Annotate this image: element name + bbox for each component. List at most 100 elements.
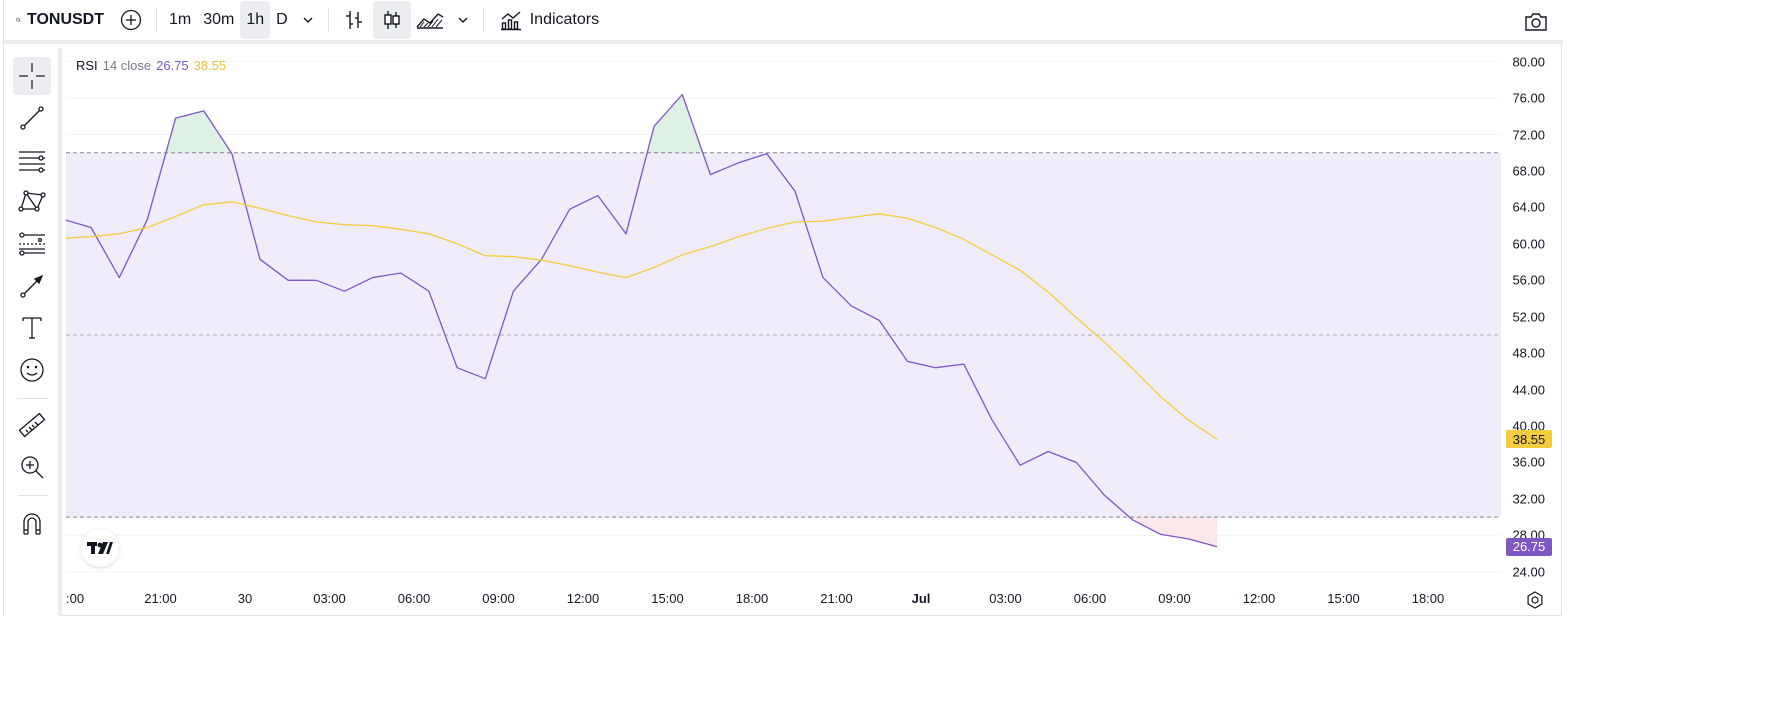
interval-D[interactable]: D [276,11,288,28]
interval-1h[interactable]: 1h [240,1,271,39]
time-axis-label: 18:00 [735,591,769,606]
price-axis[interactable]: 80.00 76.00 72.00 68.00 64.00 60.00 56.00 52.00… [1501,48,1565,590]
arrow-line-icon [20,274,44,298]
snapshot-button[interactable] [1517,3,1555,41]
rsi-value: 26.75 [156,58,189,73]
axis-settings-button[interactable] [1520,590,1550,610]
toolbar-divider [18,495,48,496]
rsi-chart-svg [66,61,1501,573]
plus-circle-icon [120,9,142,31]
forecast-icon [19,232,45,256]
indicator-params: 14 close [102,58,152,73]
time-axis-label: 21:00 [820,591,853,606]
horizontal-lines-icon [19,151,45,173]
bar-chart-type-button[interactable] [335,1,373,39]
price-axis-label: 60.00 [1512,236,1545,252]
oversold-fill [1160,517,1189,539]
symbol-name: TONUSDT [26,11,104,28]
indicators-icon [500,11,521,31]
search-icon [16,17,21,23]
rsi-chart-pane[interactable]: RSI 14 close 26.75 38.55 [66,48,1501,590]
trend-line-icon [20,106,44,130]
time-axis[interactable]: :00 21:00 30 03:00 06:00 09:00 12:00 15:00 18:00… [66,590,1501,616]
chart-type-dropdown-button[interactable] [449,1,477,39]
emoji-tool-button[interactable] [13,351,51,389]
time-axis-label: 03:00 [313,591,346,606]
time-axis-label: 12:00 [566,591,600,606]
time-axis-label: 09:00 [482,591,515,606]
time-axis-label: 09:00 [1158,591,1191,606]
price-axis-label: 36.00 [1512,454,1545,470]
camera-icon [1525,13,1547,31]
price-axis-label: 64.00 [1512,199,1545,215]
crosshair-icon [19,63,45,89]
time-axis-label: 15:00 [651,591,684,606]
indicator-name: RSI [76,58,98,73]
zoom-in-icon [21,456,44,479]
magnet-tool-button[interactable] [13,505,51,543]
text-icon [22,317,42,339]
time-axis-label: 12:00 [1242,591,1276,606]
price-axis-label: 72.00 [1512,127,1545,143]
fib-tool-button[interactable] [13,141,51,179]
prediction-tool-button[interactable] [13,225,51,263]
interval-1m[interactable]: 1m [169,11,192,28]
time-axis-label: :00 [66,591,85,606]
candles-chart-type-button[interactable] [372,1,411,39]
measure-tool-button[interactable] [13,406,51,444]
price-axis-label: 44.00 [1512,382,1545,398]
price-axis-label: 40.00 [1512,418,1545,434]
symbol-search-button[interactable]: TONUSDT [4,1,112,39]
rsi-ma-line [66,201,1218,440]
trend-line-tool-button[interactable] [13,99,51,137]
time-axis-label: 06:00 [397,591,431,606]
zoom-tool-button[interactable] [13,448,51,486]
compare-symbol-button[interactable] [112,1,150,39]
time-axis-label: 18:00 [1411,591,1445,606]
rsi-line [66,93,1218,548]
price-axis-label: 48.00 [1512,345,1545,361]
time-axis-label: 21:00 [144,591,177,606]
toolbar-divider [327,8,329,32]
time-axis-label: Jul [911,591,931,606]
price-axis-label: 32.00 [1512,491,1545,507]
drawing-toolbar [4,48,62,616]
candlestick-icon [384,11,400,29]
price-axis-label: 68.00 [1512,163,1545,179]
brush-tool-button[interactable] [13,267,51,305]
overbought-fill [175,110,204,153]
indicators-label: Indicators [529,11,600,28]
interval-dropdown-button[interactable] [294,1,322,39]
smiley-icon [20,358,44,382]
time-axis-label: 15:00 [1327,591,1360,606]
chevron-down-icon [458,17,468,23]
time-axis-label: 03:00 [989,591,1022,606]
interval-30m[interactable]: 30m [203,11,235,28]
tradingview-logo[interactable] [81,529,119,567]
time-axis-label: 30 [237,591,253,606]
pattern-icon [18,190,46,212]
ruler-icon [18,412,46,438]
price-axis-label: 76.00 [1512,90,1545,106]
top-toolbar: TONUSDT 1m 30m 1h D Indicators [4,0,1563,44]
price-tag: 38.55 [1506,430,1552,449]
price-tag: 26.75 [1506,537,1552,556]
crosshair-tool-button[interactable] [13,57,51,95]
oversold-fill [1189,517,1218,547]
gear-icon [1527,591,1543,609]
area-chart-type-button[interactable] [411,1,449,39]
chart-widget: TONUSDT 1m 30m 1h D Indicators [3,0,1565,616]
time-axis-label: 06:00 [1073,591,1107,606]
price-axis-label: 24.00 [1512,564,1545,580]
price-axis-label: 56.00 [1512,272,1545,288]
pattern-tool-button[interactable] [13,183,51,221]
tradingview-logo-icon [87,542,113,554]
ma-value: 38.55 [193,58,227,73]
magnet-icon [23,513,41,535]
text-tool-button[interactable] [13,309,51,347]
indicator-legend[interactable]: RSI 14 close 26.75 38.55 [76,58,226,73]
chevron-down-icon [303,17,313,23]
price-axis-label: 80.00 [1512,54,1545,70]
indicators-button[interactable]: Indicators [490,1,609,39]
overbought-fill [654,94,683,153]
